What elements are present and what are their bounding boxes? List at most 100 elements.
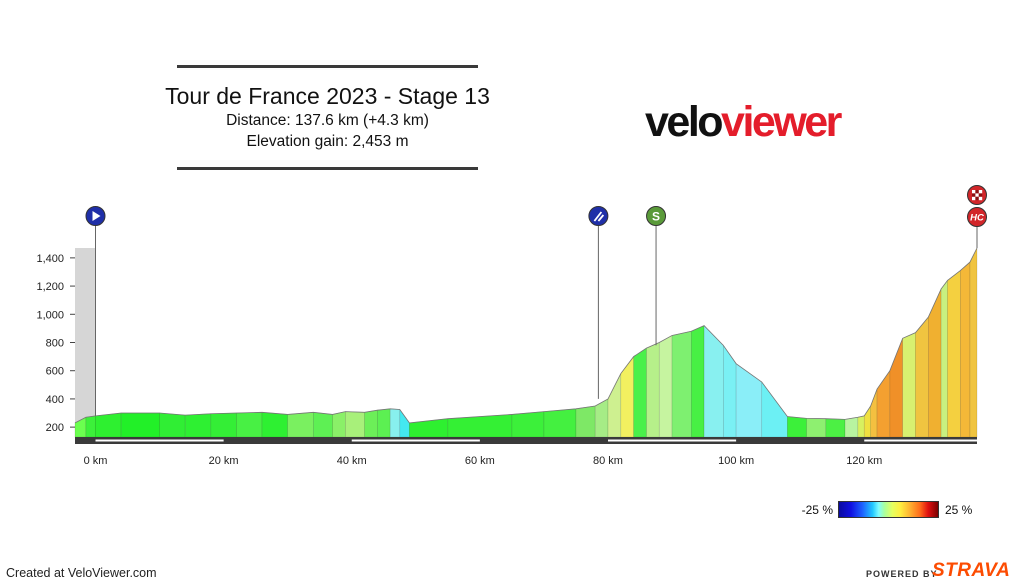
powered-by-text: POWERED BY [866, 569, 938, 579]
feed-zone-icon [588, 206, 609, 226]
gradient-segment [261, 411, 288, 438]
gradient-segment [928, 288, 942, 438]
gradient-segment [825, 418, 846, 438]
gradient-segment [876, 369, 891, 438]
finish-flag-icon [967, 185, 987, 205]
title-block: Tour de France 2023 - Stage 13 Distance:… [120, 82, 535, 152]
x-tick-label: 80 km [593, 455, 623, 467]
gradient-segment [960, 261, 971, 438]
finish-checker [978, 190, 983, 194]
gradient-segment [332, 411, 346, 438]
gradient-segment [902, 332, 916, 438]
gradient-segment [364, 409, 378, 438]
gradient-segment [915, 316, 929, 438]
distance-axis-bar [75, 437, 977, 444]
gradient-segment [723, 344, 737, 438]
legend-max-label: 25 % [945, 503, 973, 517]
play-icon [85, 206, 106, 226]
gradient-segment [806, 418, 827, 438]
y-tick-label: 1,200 [36, 281, 64, 293]
gradient-segment [889, 338, 903, 438]
gradient-segment [313, 411, 333, 438]
gradient-segment [184, 413, 212, 438]
gradient-segment [236, 412, 263, 438]
distance-band [608, 439, 737, 442]
x-tick-label: 40 km [337, 455, 367, 467]
finish-checker [975, 190, 979, 194]
y-tick-label: 200 [46, 422, 64, 434]
finish-checker [978, 193, 983, 197]
play-glyph [92, 211, 101, 221]
chart-title: Tour de France 2023 - Stage 13 [165, 83, 490, 109]
gradient-segment [870, 388, 878, 438]
gradient-segment [85, 415, 96, 438]
x-tick-label: 100 km [718, 455, 754, 467]
distance-band [95, 439, 224, 442]
gradient-segment [947, 269, 961, 438]
gradient-segment [345, 411, 365, 438]
gradient-segment [969, 247, 978, 438]
gradient-segment [646, 342, 660, 438]
gradient-segment [409, 418, 449, 438]
gradient-segment [575, 405, 596, 438]
y-tick-label: 400 [46, 394, 64, 406]
gradient-segment [735, 363, 763, 438]
logo-part-velo: velo [645, 98, 724, 146]
gradient-segment [620, 355, 634, 438]
gradient-segment [287, 411, 314, 438]
finish-checker [978, 196, 983, 201]
y-tick-label: 600 [46, 366, 64, 378]
finish-checker [972, 193, 976, 197]
gradient-segment [95, 412, 122, 438]
x-tick-label: 60 km [465, 455, 495, 467]
logo-part-viewer: viewer [721, 98, 842, 146]
sprint-icon: S [646, 206, 667, 226]
bottom-rule [177, 167, 478, 170]
finish-checker [975, 196, 979, 201]
gradient-segment [377, 408, 391, 438]
created-at-text[interactable]: Created at VeloViewer.com [6, 566, 157, 580]
gradient-segment [607, 373, 622, 438]
gradient-legend-bar [838, 501, 939, 518]
x-tick-label: 0 km [84, 455, 108, 467]
y-tick-label: 1,400 [36, 253, 64, 265]
neutral-zone [75, 248, 96, 437]
gradient-segment [633, 347, 647, 438]
feed-glyph [593, 211, 605, 222]
gradient-segment [399, 408, 410, 438]
climb-label: HC [970, 213, 984, 224]
profile-outline [74, 247, 978, 424]
strava-logo[interactable]: STRAVA [932, 560, 1011, 581]
top-rule [177, 65, 478, 68]
legend-min-label: -25 % [801, 503, 833, 517]
gradient-segment [787, 416, 807, 438]
gradient-segment [857, 415, 865, 438]
gradient-segment [940, 279, 948, 438]
y-tick-label: 1,000 [36, 309, 64, 321]
finish-checker [975, 193, 979, 197]
sprint-label: S [652, 210, 660, 224]
x-tick-label: 20 km [209, 455, 239, 467]
gradient-segment [159, 412, 186, 438]
gradient-segment [671, 330, 692, 438]
elevation-gain-text: Elevation gain: 2,453 m [246, 133, 409, 150]
gradient-segment [844, 416, 859, 438]
distance-band [351, 439, 480, 442]
gradient-segment [690, 325, 705, 438]
finish-checker [972, 196, 976, 201]
y-tick-label: 800 [46, 338, 64, 350]
veloviewer-logo: veloviewer [645, 98, 842, 146]
gradient-segment [761, 381, 788, 438]
gradient-segment [543, 408, 577, 438]
finish-checker [972, 190, 976, 194]
sprint-icon-circle [646, 206, 667, 226]
distance-text: Distance: 137.6 km (+4.3 km) [226, 112, 429, 129]
gradient-segment [389, 408, 401, 438]
gradient-segment [210, 412, 237, 438]
gradient-segment [511, 411, 545, 438]
hc-climb-icon-circle [967, 207, 987, 227]
x-tick-label: 120 km [846, 455, 882, 467]
gradient-segment [120, 412, 160, 438]
gradient-segment [658, 334, 673, 438]
